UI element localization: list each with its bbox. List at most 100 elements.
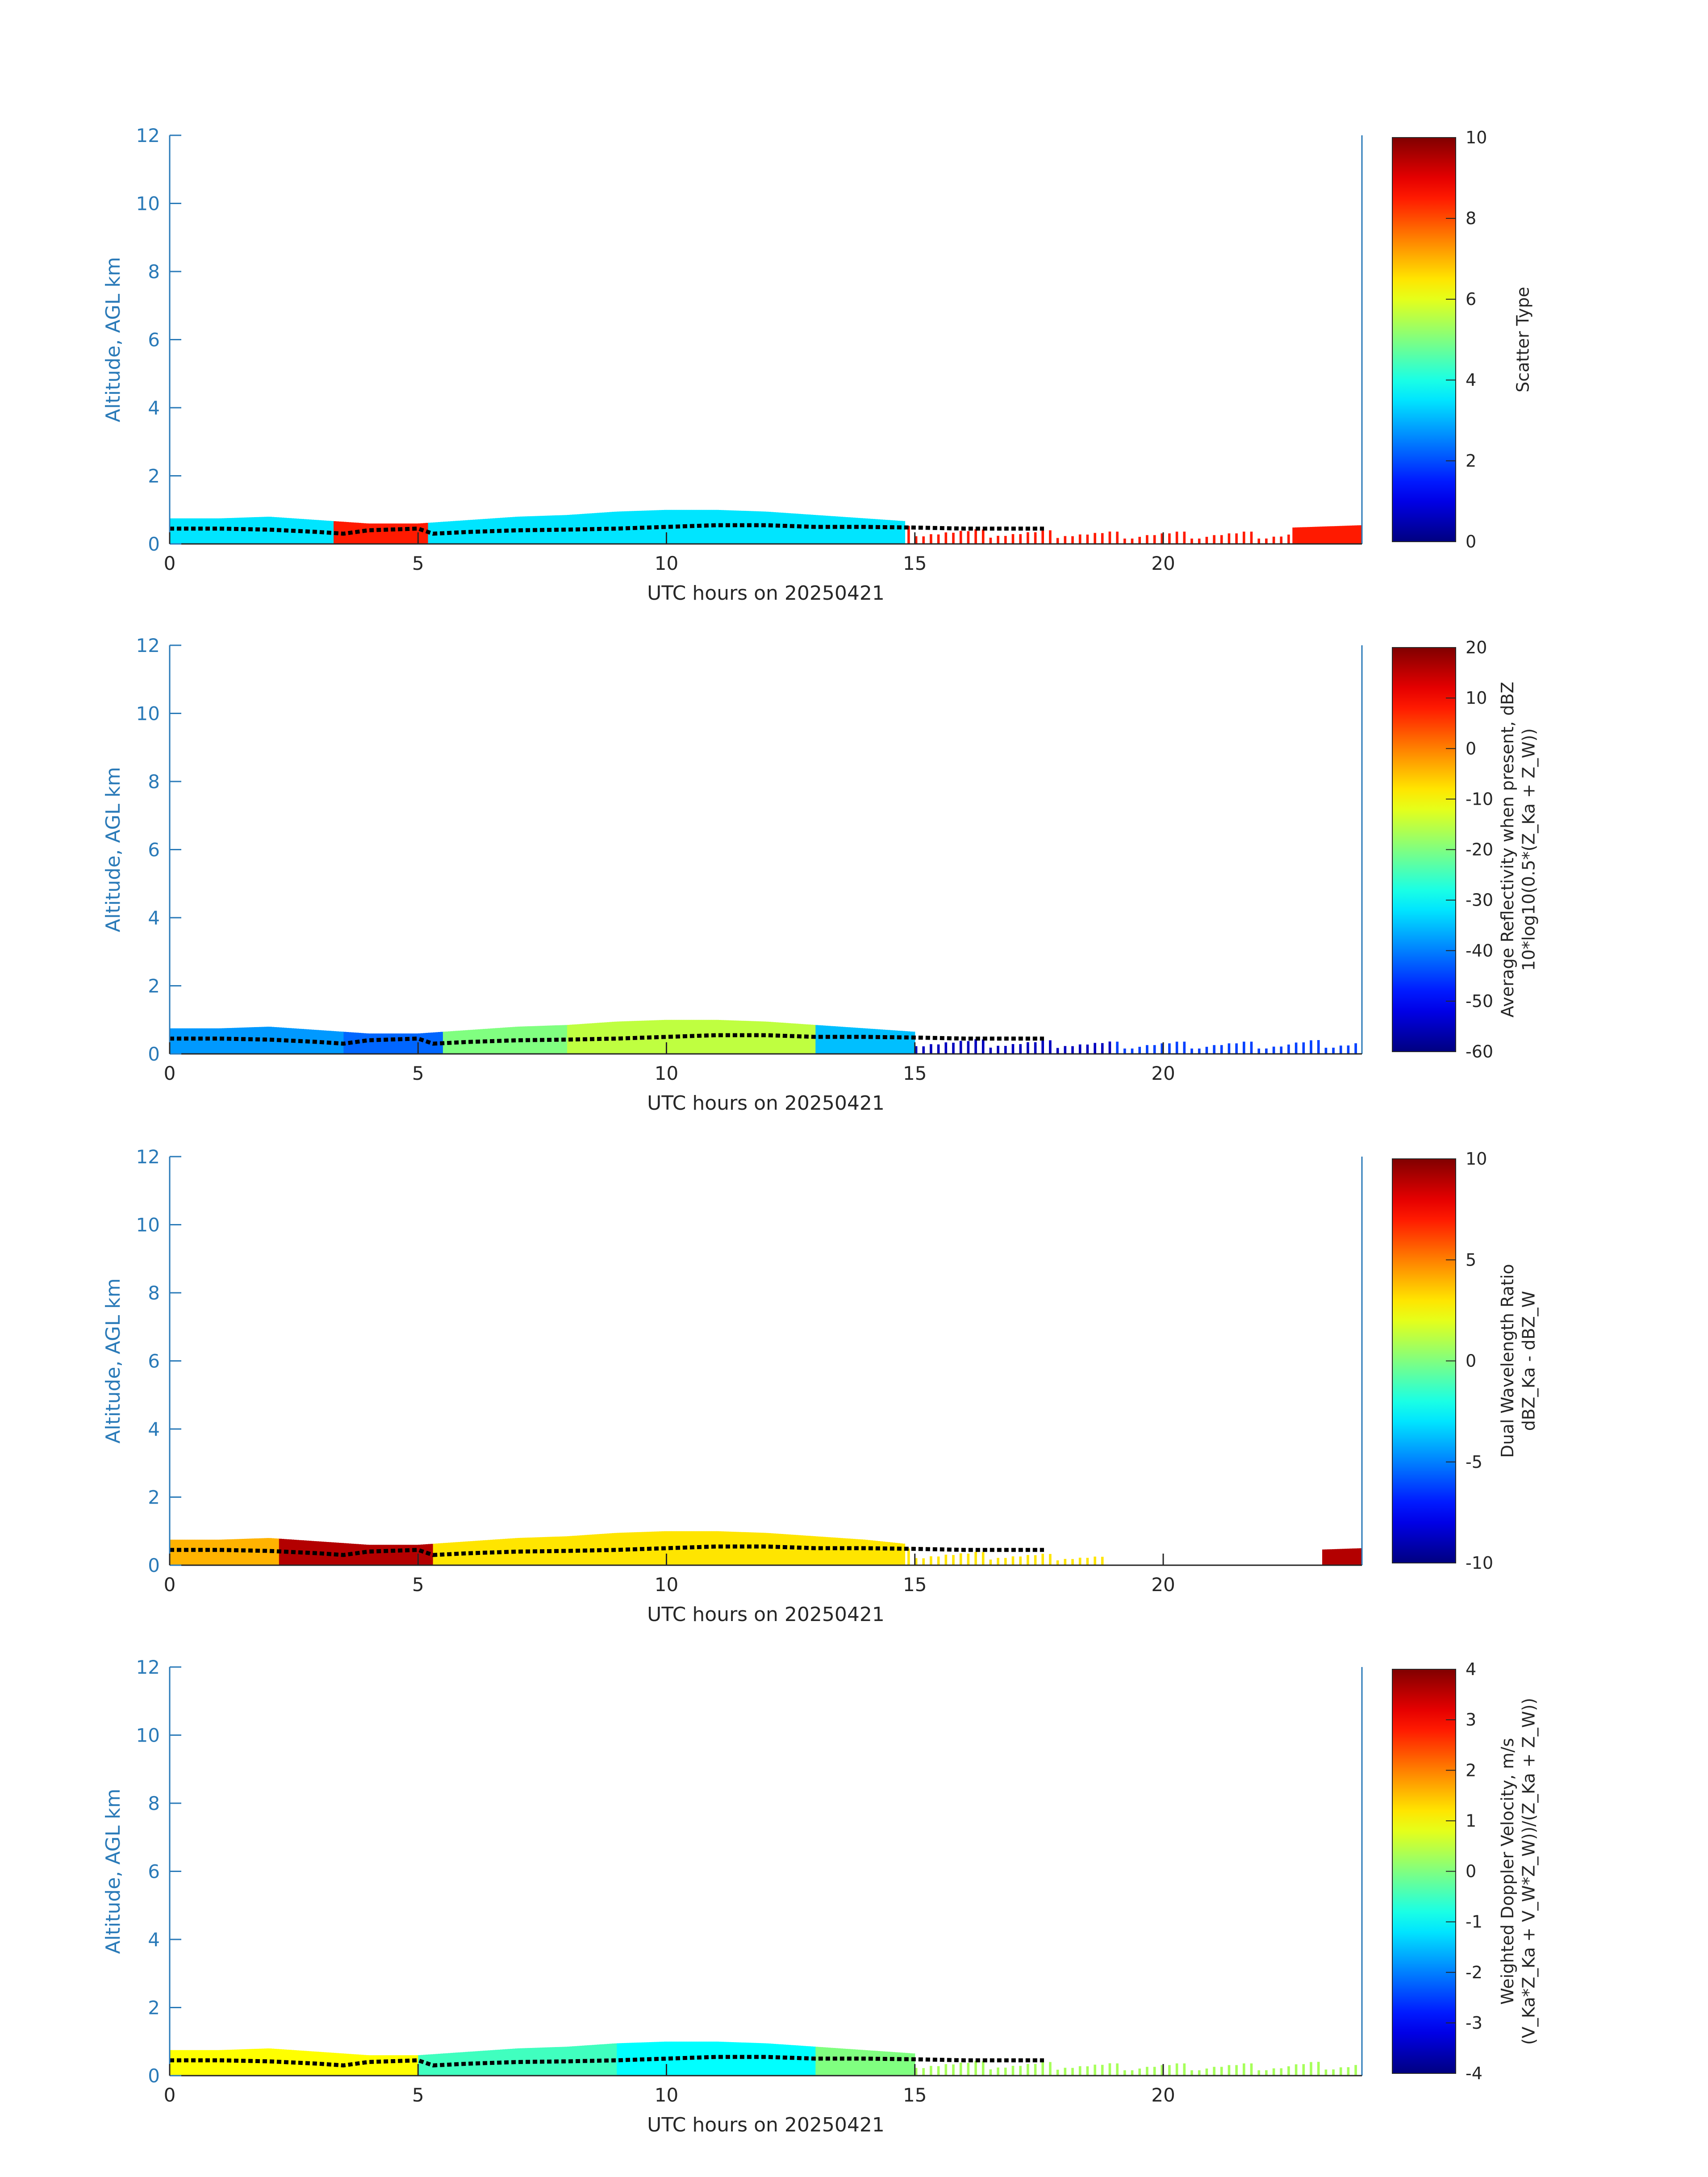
y-tick-label: 2 (148, 975, 160, 997)
echo-column (974, 2061, 977, 2076)
echo-column (380, 1545, 384, 1566)
echo-column (378, 523, 381, 544)
echo-column (833, 516, 836, 544)
echo-column (522, 516, 526, 544)
colorbar-tick-label: -4 (1466, 2064, 1482, 2083)
echo-column (1243, 1041, 1245, 1054)
y-tick-label: 0 (148, 533, 160, 555)
echo-column (870, 2050, 873, 2076)
echo-column (1123, 2070, 1126, 2076)
colorbar-tick-label: 10 (1466, 128, 1487, 147)
echo-column (418, 1033, 421, 1054)
echo-column (175, 1028, 178, 1054)
echo-column (773, 512, 776, 544)
echo-column (815, 515, 819, 544)
echo-column (217, 2050, 220, 2076)
echo-column (1011, 2066, 1015, 2076)
echo-column (766, 2043, 769, 2076)
echo-column (316, 520, 319, 544)
echo-column (323, 2052, 327, 2076)
y-tick-label: 6 (148, 329, 160, 351)
echo-column (1011, 534, 1015, 544)
echo-column (1287, 535, 1290, 544)
echo-column (1243, 2063, 1245, 2076)
echo-column (1250, 1041, 1253, 1054)
echo-column (902, 2052, 906, 2076)
echo-column (848, 517, 851, 544)
echo-column (403, 1033, 406, 1054)
echo-column (376, 523, 379, 544)
echo-column (644, 1532, 647, 1565)
echo-column (403, 2055, 406, 2076)
x-axis-label: UTC hours on 20250421 (647, 1603, 885, 1626)
echo-column (944, 1042, 948, 1054)
echo-column (989, 2069, 992, 2076)
echo-column (803, 1535, 806, 1565)
echo-column (1034, 1555, 1037, 1565)
echo-column (959, 2062, 962, 2076)
echo-column (244, 2049, 247, 2076)
echo-column (373, 1033, 376, 1054)
echo-column (843, 1538, 846, 1565)
echo-column (405, 1033, 409, 1054)
echo-field (170, 510, 1362, 544)
echo-column (862, 518, 866, 544)
echo-column (629, 511, 632, 544)
colorbar-tick-label: 10 (1466, 688, 1487, 708)
echo-column (204, 1028, 208, 1054)
echo-column (902, 1031, 906, 1054)
echo-column (783, 513, 786, 544)
echo-column (366, 2055, 369, 2076)
echo-column (259, 1027, 262, 1054)
echo-column (1332, 1549, 1335, 1565)
echo-column (396, 523, 399, 544)
echo-column (1019, 1044, 1022, 1054)
echo-column (753, 1532, 756, 1565)
echo-column (793, 513, 796, 544)
echo-column (873, 1029, 876, 1054)
echo-column (835, 1538, 838, 1565)
echo-column (1161, 2065, 1163, 2076)
echo-column (274, 517, 277, 544)
echo-column (1357, 1548, 1360, 1565)
colorbar-label-line: Scatter Type (1513, 287, 1533, 392)
echo-column (209, 2050, 213, 2076)
echo-column (1312, 526, 1315, 544)
echo-column (472, 519, 476, 544)
echo-column (756, 2043, 759, 2076)
echo-column (420, 523, 423, 544)
echo-column (756, 1021, 759, 1054)
echo-column (564, 2047, 568, 2076)
echo-column (396, 1033, 399, 1054)
echo-column (199, 1028, 202, 1054)
echo-column (758, 2043, 761, 2076)
echo-column (785, 1023, 789, 1054)
echo-column (396, 2055, 399, 2076)
echo-column (723, 2042, 727, 2076)
echo-column (736, 1532, 739, 1565)
echo-column (363, 523, 367, 544)
echo-column (403, 523, 406, 544)
echo-column (1071, 1046, 1074, 1054)
colorbar-label: Weighted Doppler Velocity, m/s(V_Ka*Z_Ka… (1498, 1698, 1539, 2045)
echo-column (773, 1022, 776, 1054)
echo-column (229, 2050, 232, 2076)
echo-column (1349, 1548, 1353, 1565)
echo-column (420, 2055, 423, 2076)
echo-column (226, 2050, 230, 2076)
echo-column (1228, 2065, 1231, 2076)
echo-column (890, 520, 893, 544)
echo-column (907, 1031, 910, 1054)
echo-column (187, 1539, 190, 1565)
echo-column (207, 1539, 210, 1565)
colorbar-tick-label: 8 (1466, 209, 1476, 228)
echo-column (182, 1028, 185, 1054)
echo-column (768, 2043, 771, 2076)
echo-column (959, 531, 962, 544)
echo-column (1213, 2067, 1215, 2076)
echo-column (840, 2048, 844, 2076)
x-axis-label: UTC hours on 20250421 (647, 1092, 885, 1115)
echo-column (366, 1545, 369, 1565)
echo-column (937, 534, 940, 544)
echo-column (232, 1539, 235, 1565)
